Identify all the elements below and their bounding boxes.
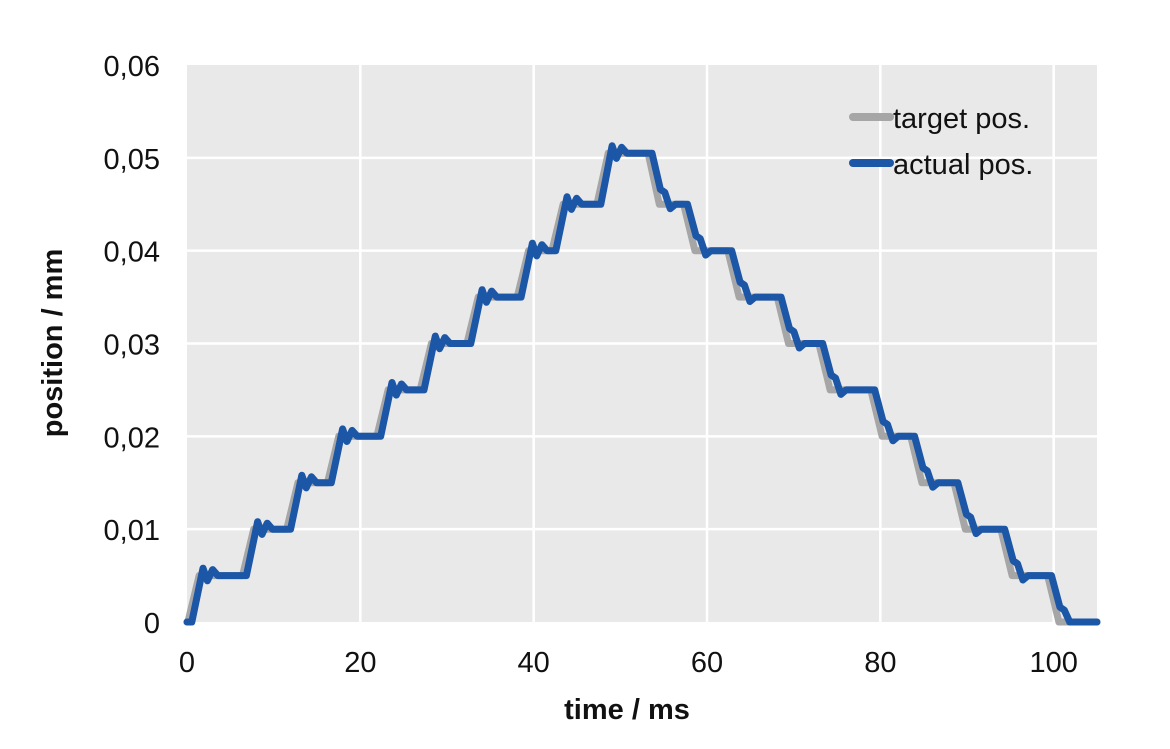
y-axis-title: position / mm <box>37 249 69 438</box>
y-tick-label: 0,03 <box>104 330 160 362</box>
axis-tick-labels: 0 20 40 60 80 100 0 0,01 0,02 0,03 0,04 0,05 0,06 <box>104 51 1078 679</box>
legend: target pos. actual pos. <box>849 103 1033 181</box>
y-tick-label: 0 <box>144 608 160 640</box>
y-tick-label: 0,06 <box>104 51 160 83</box>
x-tick-label: 60 <box>691 647 723 679</box>
x-tick-label: 80 <box>864 647 896 679</box>
y-tick-label: 0,01 <box>104 515 160 547</box>
x-tick-label: 20 <box>344 647 376 679</box>
actual-pos-line <box>183 142 1101 626</box>
legend-label-actual: actual pos. <box>893 149 1033 181</box>
y-tick-label: 0,04 <box>104 237 160 269</box>
x-axis-title: time / ms <box>564 694 690 726</box>
x-tick-label: 40 <box>518 647 550 679</box>
gridlines <box>187 65 1097 622</box>
legend-label-target: target pos. <box>893 103 1030 135</box>
y-tick-label: 0,02 <box>104 422 160 454</box>
x-tick-label: 0 <box>179 647 195 679</box>
x-tick-label: 100 <box>1029 647 1077 679</box>
series-lines <box>183 142 1101 626</box>
y-tick-label: 0,05 <box>104 144 160 176</box>
